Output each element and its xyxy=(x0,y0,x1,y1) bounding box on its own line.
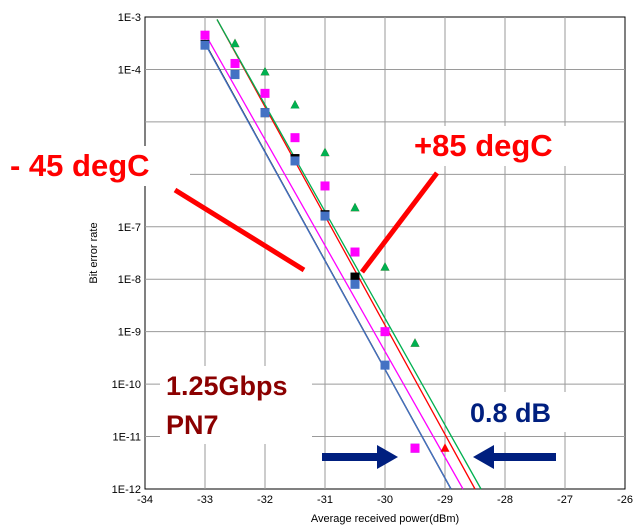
cold-pointer-line xyxy=(173,187,306,273)
x-tick-label: -27 xyxy=(557,494,573,506)
fit-line xyxy=(216,19,476,490)
data-point-square xyxy=(320,211,330,221)
data-point-triangle xyxy=(230,38,240,48)
data-point-triangle xyxy=(350,202,360,212)
data-point-square xyxy=(200,40,210,50)
x-tick-label: -34 xyxy=(137,494,153,506)
data-point-square xyxy=(350,279,360,289)
data-point-square xyxy=(320,181,330,191)
x-tick-label: -31 xyxy=(317,494,333,506)
data-point-square xyxy=(350,272,360,282)
x-tick-label: -26 xyxy=(617,494,633,506)
cold-label: - 45 degC xyxy=(10,148,150,183)
x-tick-label: -32 xyxy=(257,494,273,506)
y-tick-label: 1E-11 xyxy=(112,432,141,444)
hot-label: +85 degC xyxy=(414,128,553,163)
data-point-triangle xyxy=(320,147,330,157)
data-point-triangle xyxy=(380,262,390,271)
fit-line xyxy=(204,43,452,490)
cold-label-bg xyxy=(8,146,190,186)
y-tick-label: 1E-9 xyxy=(118,327,141,339)
rate-label: 1.25Gbps xyxy=(166,371,288,401)
x-tick-label: -30 xyxy=(377,494,393,506)
data-point-triangle xyxy=(440,443,450,452)
x-tick-label: -33 xyxy=(197,494,213,506)
delta-label: 0.8 dB xyxy=(470,398,551,428)
x-tick-label: -29 xyxy=(437,494,453,506)
data-point-square xyxy=(410,443,420,453)
x-tick-labels: -34 -33 -32 -31 -30 -29 -28 -27 -26 xyxy=(137,494,633,506)
data-point-square xyxy=(260,108,270,118)
data-point-square xyxy=(230,58,240,68)
y-tick-label: 1E-4 xyxy=(118,64,141,76)
y-tick-label: 1E-7 xyxy=(118,222,141,234)
right-arrow xyxy=(322,445,398,469)
hot-label-bg xyxy=(412,126,580,166)
data-point-triangle xyxy=(260,66,270,76)
data-point-square xyxy=(290,156,300,166)
x-tick-label: -28 xyxy=(497,494,513,506)
data-point-square xyxy=(290,133,300,143)
left-arrow xyxy=(473,445,556,469)
data-point-square xyxy=(230,70,240,80)
y-tick-label: 1E-10 xyxy=(112,379,141,391)
hot-pointer-line xyxy=(360,171,439,274)
pattern-label: PN7 xyxy=(166,410,219,440)
data-point-square xyxy=(380,360,390,370)
y-axis-label: Bit error rate xyxy=(88,222,100,283)
data-point-square xyxy=(260,88,270,98)
fit-line xyxy=(204,33,464,490)
data-point-square xyxy=(350,247,360,257)
data-point-square xyxy=(380,327,390,337)
data-markers xyxy=(200,30,450,453)
rate-label-bg xyxy=(160,366,312,444)
data-point-triangle xyxy=(290,99,300,109)
data-point-square xyxy=(200,30,210,40)
data-point-triangle xyxy=(410,338,420,347)
y-tick-label: 1E-12 xyxy=(112,484,141,496)
x-axis-label: Average received power(dBm) xyxy=(311,513,459,525)
y-tick-label: 1E-3 xyxy=(118,12,141,24)
delta-label-bg xyxy=(462,392,598,432)
y-tick-label: 1E-8 xyxy=(118,274,141,286)
